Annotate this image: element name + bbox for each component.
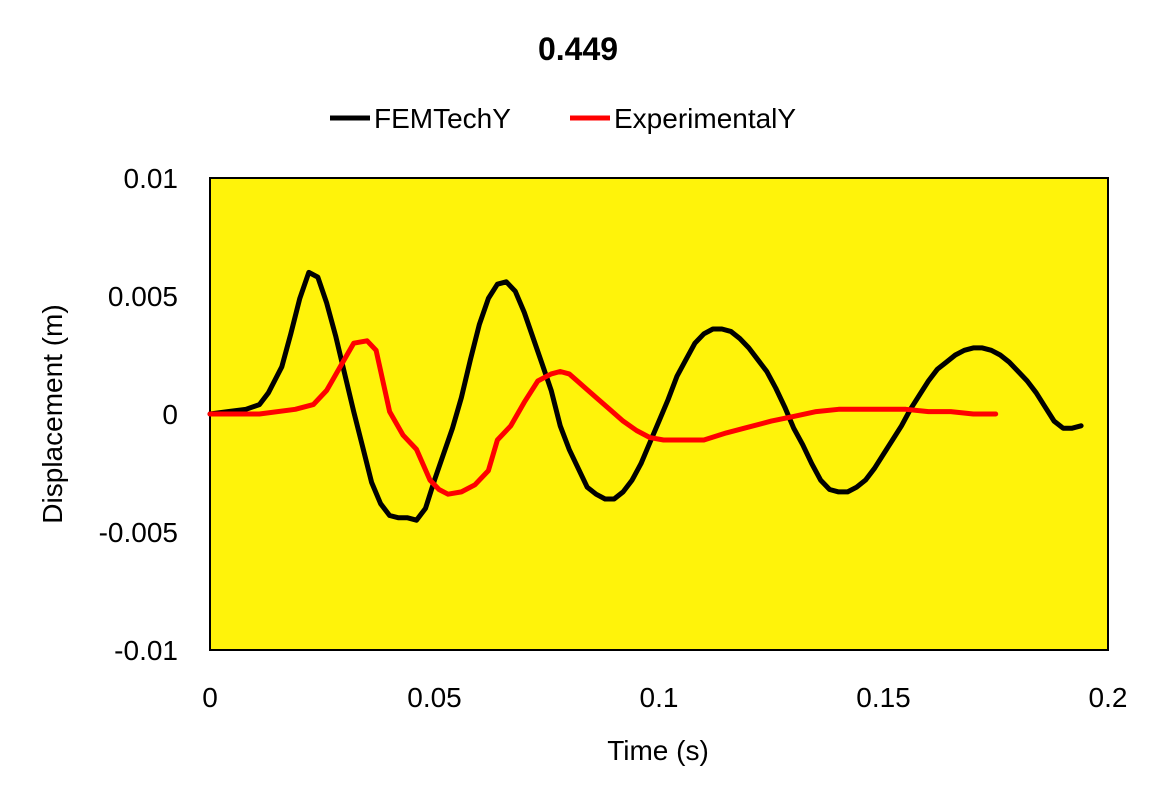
series-layer <box>207 269 1084 523</box>
y-tick-label: 0.005 <box>108 281 178 312</box>
y-axis-ticks: 0.01 0.005 0 -0.005 -0.01 <box>99 163 178 666</box>
legend-label: ExperimentalY <box>614 103 796 134</box>
legend: FEMTechY ExperimentalY <box>330 103 796 134</box>
x-tick-label: 0 <box>202 682 218 713</box>
y-tick-label: 0 <box>162 399 178 430</box>
chart-title: 0.449 <box>538 31 618 67</box>
x-axis-title: Time (s) <box>607 735 709 766</box>
x-tick-label: 0.1 <box>640 682 679 713</box>
y-tick-label: -0.005 <box>99 517 178 548</box>
y-tick-label: -0.01 <box>114 635 178 666</box>
x-axis-ticks: 0 0.05 0.1 0.15 0.2 <box>202 682 1127 713</box>
x-tick-label: 0.2 <box>1089 682 1128 713</box>
legend-item-femtechy: FEMTechY <box>330 103 511 134</box>
x-tick-label: 0.15 <box>856 682 911 713</box>
legend-label: FEMTechY <box>374 103 511 134</box>
series-line-experimentaly <box>207 338 999 497</box>
x-tick-label: 0.05 <box>407 682 462 713</box>
series-line-femtechy <box>207 269 1084 523</box>
legend-item-experimentaly: ExperimentalY <box>570 103 796 134</box>
y-tick-label: 0.01 <box>124 163 179 194</box>
y-axis-title: Displacement (m) <box>37 304 68 523</box>
